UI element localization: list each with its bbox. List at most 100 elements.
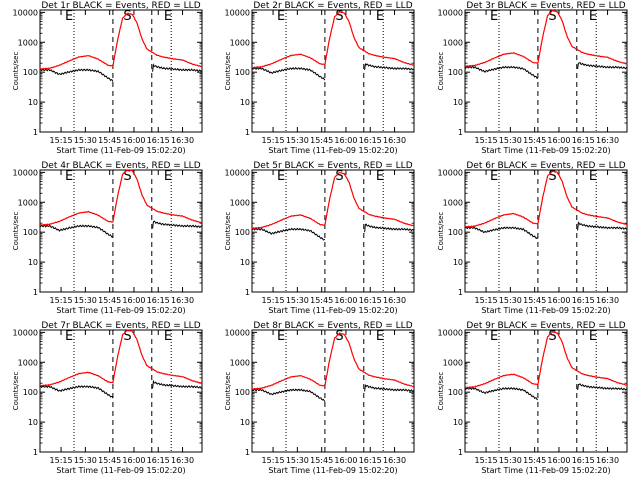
y-tick-label: 1: [458, 448, 463, 457]
panel-2: Det 2r BLACK = Events, RED = LLD 1 10 100 10…: [224, 1, 415, 155]
y-tick-label: 10000: [13, 8, 38, 17]
x-tick-label: 15:15: [50, 296, 73, 305]
y-tick-label: 100: [448, 68, 463, 77]
lld-series-line: [251, 10, 415, 69]
x-tick-label: 15:15: [262, 136, 285, 145]
y-tick-label: 10000: [225, 8, 250, 17]
x-tick-label: 15:30: [499, 136, 522, 145]
marker-label-E: E: [164, 329, 172, 344]
y-tick-label: 1000: [230, 198, 250, 207]
y-tick-label: 100: [235, 68, 250, 77]
x-tick-label: 15:15: [475, 456, 498, 465]
x-tick-label: 16:00: [547, 456, 570, 465]
x-tick-label: 16:15: [359, 296, 382, 305]
plot-frame: [464, 9, 628, 133]
panel-title: Det 6r BLACK = Events, RED = LLD: [466, 161, 625, 171]
x-tick-label: 15:30: [286, 296, 309, 305]
x-tick-label: 15:45: [310, 456, 333, 465]
x-tick-label: 16:15: [572, 296, 595, 305]
y-axis-label: Counts/sec: [12, 212, 20, 251]
x-tick-label: 16:30: [171, 136, 194, 145]
marker-label-E: E: [277, 329, 285, 344]
panel-title: Det 5r BLACK = Events, RED = LLD: [253, 161, 412, 171]
y-tick-label: 10000: [13, 168, 38, 177]
y-tick-label: 1: [458, 128, 463, 137]
plot-frame: [39, 329, 203, 453]
plot-frame: [251, 329, 415, 453]
y-axis-label: Counts/sec: [224, 212, 232, 251]
events-series-line: [39, 63, 203, 82]
lld-series-line: [464, 170, 628, 228]
marker-label-S: S: [335, 169, 343, 184]
x-tick-label: 16:30: [596, 456, 619, 465]
y-axis-label: Counts/sec: [12, 372, 20, 411]
y-axis-label: Counts/sec: [437, 372, 445, 411]
marker-label-S: S: [335, 9, 343, 24]
y-tick-label: 1000: [18, 198, 38, 207]
x-axis-label: Start Time (11-Feb-09 15:02:20): [56, 466, 185, 475]
x-tick-label: 15:30: [74, 456, 97, 465]
y-tick-label: 100: [23, 68, 38, 77]
x-tick-label: 16:15: [147, 456, 170, 465]
y-tick-label: 1000: [230, 358, 250, 367]
marker-label-E: E: [65, 329, 73, 344]
lld-series-line: [39, 169, 203, 226]
plot-frame: [464, 329, 628, 453]
y-tick-label: 1000: [18, 38, 38, 47]
y-tick-label: 10000: [438, 168, 463, 177]
x-tick-label: 16:00: [547, 296, 570, 305]
y-tick-label: 10: [453, 418, 463, 427]
x-tick-label: 15:30: [74, 136, 97, 145]
y-tick-label: 10: [240, 258, 250, 267]
marker-label-E: E: [490, 9, 498, 24]
panel-9: Det 9r BLACK = Events, RED = LLD 1 10 100 10…: [437, 321, 628, 475]
plot-frame: [251, 9, 415, 133]
x-tick-label: 16:30: [596, 296, 619, 305]
x-tick-label: 15:30: [499, 296, 522, 305]
panel-title: Det 8r BLACK = Events, RED = LLD: [253, 321, 412, 331]
marker-label-E: E: [589, 9, 597, 24]
x-tick-label: 16:30: [596, 136, 619, 145]
y-tick-label: 1: [33, 448, 38, 457]
x-tick-label: 15:45: [98, 136, 121, 145]
marker-label-S: S: [548, 329, 556, 344]
x-axis-label: Start Time (11-Feb-09 15:02:20): [268, 466, 397, 475]
y-axis-label: Counts/sec: [224, 372, 232, 411]
y-tick-label: 100: [448, 228, 463, 237]
x-tick-label: 16:00: [547, 136, 570, 145]
panel-8: Det 8r BLACK = Events, RED = LLD 1 10 100 10…: [224, 321, 415, 475]
x-tick-label: 15:15: [475, 296, 498, 305]
y-tick-label: 10: [453, 258, 463, 267]
y-tick-label: 10000: [225, 168, 250, 177]
panel-4: Det 4r BLACK = Events, RED = LLD 1 10 100 10…: [12, 161, 203, 315]
y-tick-label: 10: [28, 98, 38, 107]
x-tick-label: 15:45: [310, 136, 333, 145]
x-axis-label: Start Time (11-Feb-09 15:02:20): [56, 306, 185, 315]
x-axis-label: Start Time (11-Feb-09 15:02:20): [481, 466, 610, 475]
y-tick-label: 1: [245, 288, 250, 297]
marker-label-E: E: [277, 9, 285, 24]
y-tick-label: 1000: [18, 358, 38, 367]
x-tick-label: 15:45: [523, 136, 546, 145]
panel-5: Det 5r BLACK = Events, RED = LLD 1 10 100 10…: [224, 161, 415, 315]
x-tick-label: 16:30: [171, 296, 194, 305]
x-tick-label: 16:15: [572, 456, 595, 465]
y-tick-label: 1: [245, 448, 250, 457]
marker-label-S: S: [123, 9, 131, 24]
panel-title: Det 3r BLACK = Events, RED = LLD: [466, 1, 625, 11]
plot-frame: [464, 169, 628, 293]
lld-series-line: [40, 329, 202, 387]
marker-label-E: E: [277, 169, 285, 184]
panel-title: Det 9r BLACK = Events, RED = LLD: [466, 321, 625, 331]
x-axis-label: Start Time (11-Feb-09 15:02:20): [268, 146, 397, 155]
x-tick-label: 15:30: [286, 456, 309, 465]
x-tick-label: 15:30: [74, 296, 97, 305]
y-tick-label: 100: [23, 388, 38, 397]
y-axis-label: Counts/sec: [12, 52, 20, 91]
y-tick-label: 100: [235, 228, 250, 237]
x-tick-label: 15:45: [310, 296, 333, 305]
y-axis-label: Counts/sec: [224, 52, 232, 91]
y-tick-label: 10: [240, 98, 250, 107]
x-tick-label: 16:15: [572, 136, 595, 145]
